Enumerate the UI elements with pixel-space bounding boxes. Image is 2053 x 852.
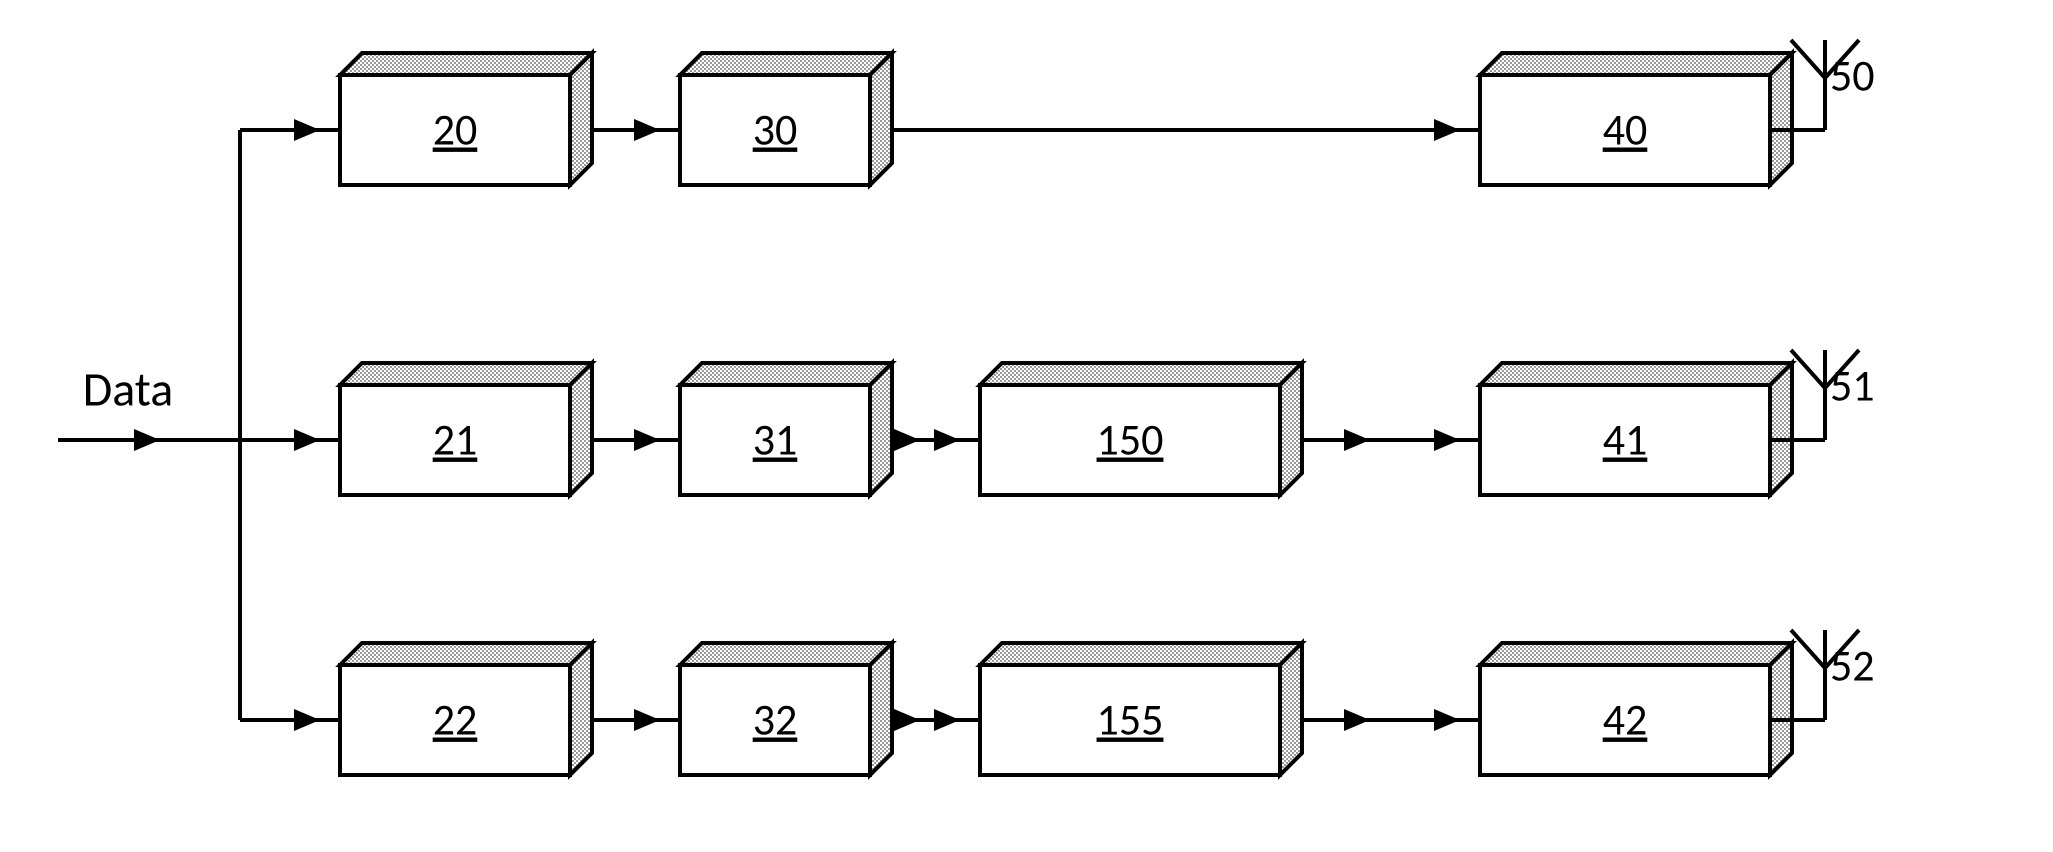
arrow-head-icon xyxy=(294,429,320,451)
block-label: 31 xyxy=(753,413,798,467)
block-label: 41 xyxy=(1603,413,1648,467)
block-41: 41 xyxy=(1480,363,1792,495)
block-diagram: Data 20 30 40 50 21 31 150 41 51 22 32 155 42 52 xyxy=(0,0,2053,852)
antenna-label: 51 xyxy=(1830,359,1875,413)
antenna-label: 50 xyxy=(1830,49,1875,103)
block-21: 21 xyxy=(340,363,592,495)
arrow-head-icon xyxy=(894,429,920,451)
arrow-head-icon xyxy=(294,709,320,731)
block-label: 40 xyxy=(1603,103,1648,157)
block-32: 32 xyxy=(680,643,892,775)
block-label: 150 xyxy=(1097,413,1164,467)
arrow-head-icon xyxy=(894,709,920,731)
antenna-label: 52 xyxy=(1830,639,1875,693)
block-label: 21 xyxy=(433,413,478,467)
block-label: 155 xyxy=(1097,693,1164,747)
block-155: 155 xyxy=(980,643,1302,775)
arrow-head-icon xyxy=(294,119,320,141)
arrow-head-icon xyxy=(1434,429,1460,451)
block-label: 22 xyxy=(433,693,478,747)
block-label: 30 xyxy=(753,103,798,157)
block-label: 32 xyxy=(753,693,798,747)
block-22: 22 xyxy=(340,643,592,775)
block-42: 42 xyxy=(1480,643,1792,775)
block-30: 30 xyxy=(680,53,892,185)
arrow-head-icon xyxy=(634,429,660,451)
arrow-head-icon xyxy=(134,429,160,451)
arrow-head-icon xyxy=(934,429,960,451)
arrow-head-icon xyxy=(934,709,960,731)
arrow-head-icon xyxy=(1434,709,1460,731)
arrow-head-icon xyxy=(1434,119,1460,141)
block-20: 20 xyxy=(340,53,592,185)
block-label: 20 xyxy=(433,103,478,157)
arrow-head-icon xyxy=(634,709,660,731)
arrow-head-icon xyxy=(634,119,660,141)
block-150: 150 xyxy=(980,363,1302,495)
data-input-label: Data xyxy=(83,359,174,418)
block-label: 42 xyxy=(1603,693,1648,747)
block-40: 40 xyxy=(1480,53,1792,185)
arrow-head-icon xyxy=(1344,709,1370,731)
arrow-head-icon xyxy=(1344,429,1370,451)
block-31: 31 xyxy=(680,363,892,495)
